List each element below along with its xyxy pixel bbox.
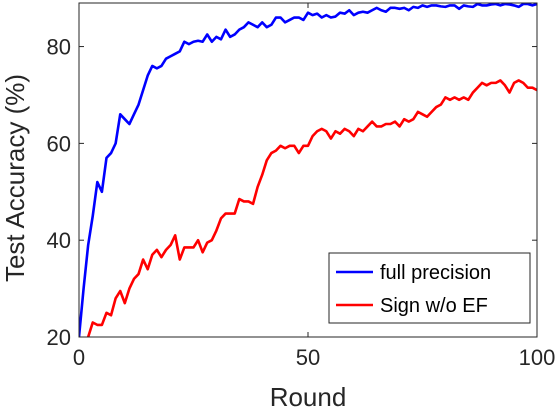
legend: full precision Sign w/o EF	[328, 252, 531, 324]
x-axis-label: Round	[270, 382, 347, 412]
series-layer	[79, 3, 537, 337]
x-tick-label: 0	[73, 345, 85, 370]
legend-label: full precision	[380, 262, 491, 284]
x-tick-label: 100	[519, 345, 556, 370]
y-tick-label: 20	[47, 325, 71, 350]
y-tick-label: 60	[47, 131, 71, 156]
x-tick-label: 50	[296, 345, 320, 370]
series-line-full-precision	[79, 3, 537, 337]
y-tick-label: 80	[47, 35, 71, 60]
y-axis-label: Test Accuracy (%)	[0, 74, 30, 282]
legend-label: Sign w/o EF	[380, 295, 488, 317]
series-line-sign-wo-ef	[86, 79, 537, 337]
legend-box	[328, 252, 531, 324]
y-tick-label: 40	[47, 228, 71, 253]
ticks-layer: 0 50 100 20 40 60 80	[47, 3, 556, 370]
